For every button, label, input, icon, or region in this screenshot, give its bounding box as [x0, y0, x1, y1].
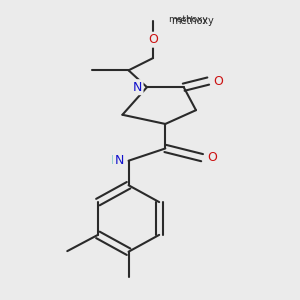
Text: N: N — [114, 154, 124, 167]
Text: O: O — [214, 75, 224, 88]
Text: O: O — [208, 151, 218, 164]
Text: N: N — [133, 81, 142, 94]
Text: O: O — [148, 33, 158, 46]
Text: methoxy: methoxy — [171, 16, 214, 26]
Text: methoxy: methoxy — [168, 15, 208, 24]
Text: H: H — [111, 154, 120, 167]
